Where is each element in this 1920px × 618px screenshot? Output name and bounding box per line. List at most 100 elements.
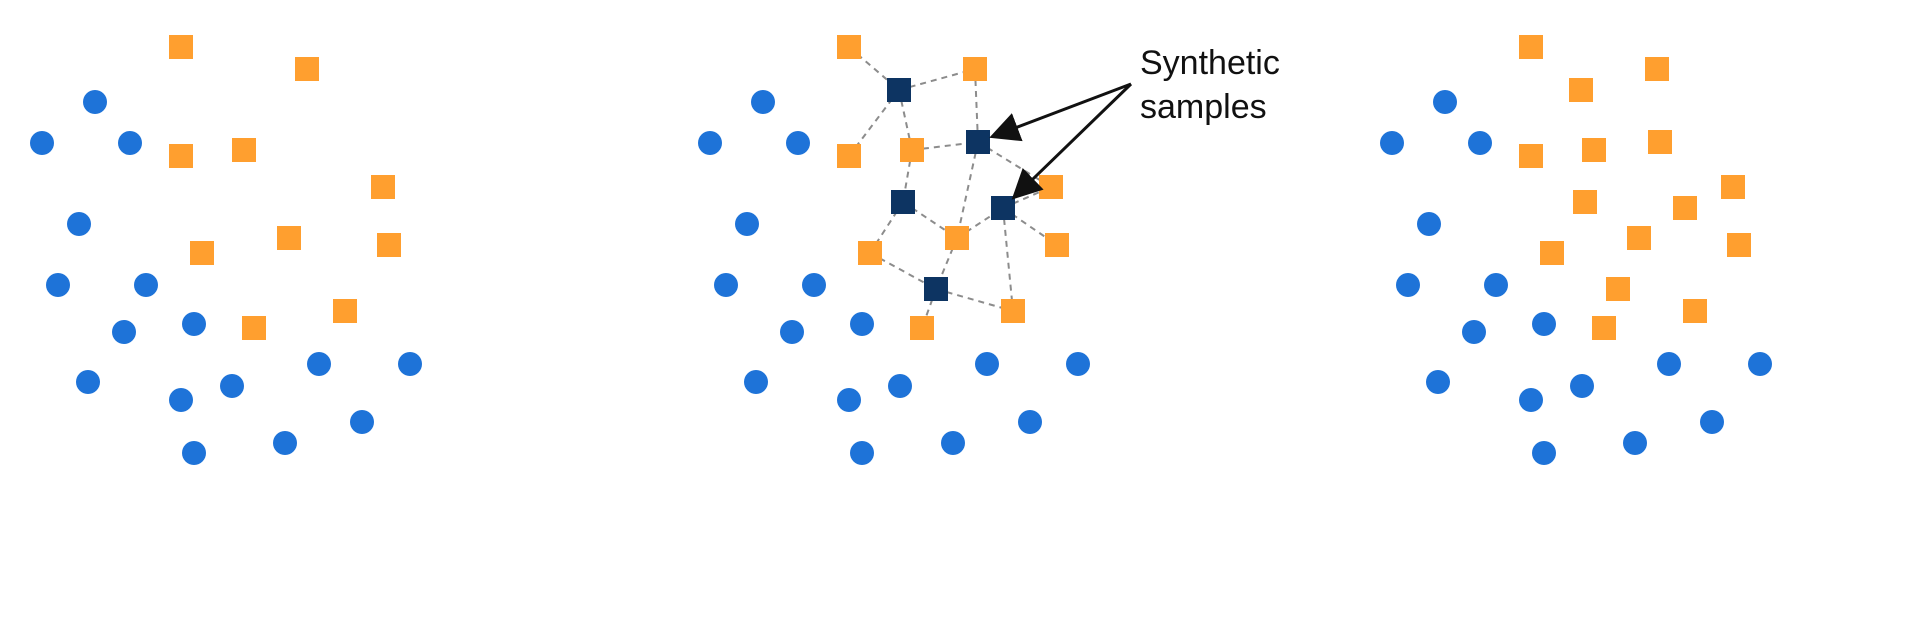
minority-point — [1001, 299, 1025, 323]
minority-point — [1721, 175, 1745, 199]
majority-point — [1468, 131, 1492, 155]
annotation-label-line1: Synthetic — [1140, 44, 1280, 82]
synthetic-point — [924, 277, 948, 301]
majority-point — [1570, 374, 1594, 398]
majority-point — [307, 352, 331, 376]
majority-point — [350, 410, 374, 434]
synthetic-point — [1569, 78, 1593, 102]
minority-point — [1045, 233, 1069, 257]
majority-point — [1484, 273, 1508, 297]
neighbor-edge — [956, 141, 979, 239]
majority-point — [169, 388, 193, 412]
synthetic-point — [991, 196, 1015, 220]
neighbor-edge — [935, 288, 1014, 312]
minority-point — [333, 299, 357, 323]
majority-point — [112, 320, 136, 344]
majority-point — [220, 374, 244, 398]
minority-point — [1627, 226, 1651, 250]
synthetic-samples-annotation: Synthetic samples — [989, 44, 1280, 200]
majority-point — [888, 374, 912, 398]
minority-point — [371, 175, 395, 199]
majority-point — [398, 352, 422, 376]
majority-point — [118, 131, 142, 155]
minority-point — [1540, 241, 1564, 265]
minority-point — [837, 35, 861, 59]
majority-point — [273, 431, 297, 455]
minority-point — [1592, 316, 1616, 340]
synthetic-point — [1573, 190, 1597, 214]
majority-point — [850, 441, 874, 465]
majority-point — [780, 320, 804, 344]
annotation-label-line2: samples — [1140, 88, 1267, 126]
majority-point — [30, 131, 54, 155]
synthetic-point — [887, 78, 911, 102]
majority-point — [735, 212, 759, 236]
majority-point — [1657, 352, 1681, 376]
panel-smote-generation — [698, 35, 1090, 465]
minority-point — [169, 35, 193, 59]
minority-point — [169, 144, 193, 168]
panel-balanced — [1380, 35, 1772, 465]
majority-point — [182, 441, 206, 465]
majority-point — [1433, 90, 1457, 114]
majority-point — [941, 431, 965, 455]
majority-point — [975, 352, 999, 376]
minority-point — [963, 57, 987, 81]
neighbor-edge — [974, 68, 979, 143]
majority-point — [714, 273, 738, 297]
minority-point — [295, 57, 319, 81]
annotation-arrow — [1011, 82, 1133, 200]
panel-original — [30, 35, 422, 465]
majority-point — [786, 131, 810, 155]
minority-point — [232, 138, 256, 162]
minority-point — [900, 138, 924, 162]
minority-point — [1582, 138, 1606, 162]
majority-point — [76, 370, 100, 394]
majority-point — [1417, 212, 1441, 236]
synthetic-point — [891, 190, 915, 214]
synthetic-point — [966, 130, 990, 154]
majority-point — [751, 90, 775, 114]
neighbor-edge — [902, 149, 913, 203]
minority-point — [377, 233, 401, 257]
minority-point — [858, 241, 882, 265]
majority-point — [134, 273, 158, 297]
majority-point — [67, 212, 91, 236]
majority-point — [1748, 352, 1772, 376]
minority-point — [277, 226, 301, 250]
minority-point — [1519, 35, 1543, 59]
minority-point — [1039, 175, 1063, 199]
majority-point — [1532, 441, 1556, 465]
majority-point — [850, 312, 874, 336]
synthetic-point — [1606, 277, 1630, 301]
majority-point — [1066, 352, 1090, 376]
majority-point — [46, 273, 70, 297]
majority-point — [83, 90, 107, 114]
neighbor-edge — [898, 68, 976, 91]
minority-point — [945, 226, 969, 250]
majority-point — [1426, 370, 1450, 394]
synthetic-point — [1673, 196, 1697, 220]
annotation-arrow — [989, 82, 1132, 142]
majority-point — [182, 312, 206, 336]
majority-point — [1623, 431, 1647, 455]
majority-point — [1380, 131, 1404, 155]
minority-point — [910, 316, 934, 340]
neighbor-edge — [1002, 207, 1014, 312]
majority-point — [802, 273, 826, 297]
synthetic-point — [1648, 130, 1672, 154]
majority-point — [1018, 410, 1042, 434]
minority-point — [242, 316, 266, 340]
minority-point — [1519, 144, 1543, 168]
panels — [30, 35, 1772, 465]
minority-point — [190, 241, 214, 265]
majority-point — [698, 131, 722, 155]
majority-point — [1700, 410, 1724, 434]
majority-point — [837, 388, 861, 412]
majority-point — [1519, 388, 1543, 412]
minority-point — [1683, 299, 1707, 323]
majority-point — [1462, 320, 1486, 344]
majority-point — [744, 370, 768, 394]
minority-point — [1645, 57, 1669, 81]
